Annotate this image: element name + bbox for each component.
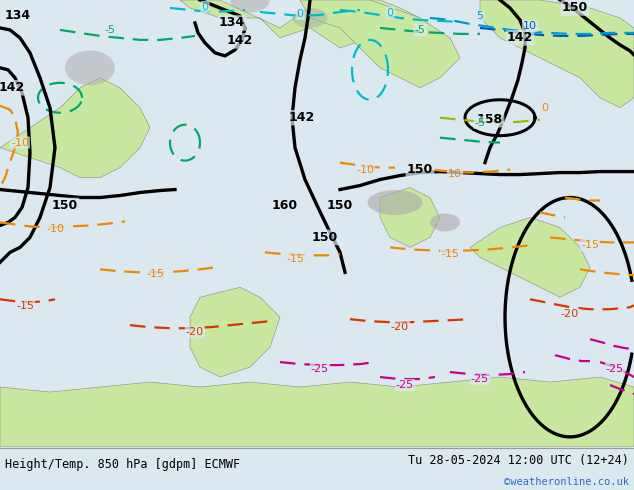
Text: 158: 158 (477, 113, 503, 126)
Text: ©weatheronline.co.uk: ©weatheronline.co.uk (504, 477, 629, 487)
Text: -5: -5 (474, 118, 486, 128)
Text: -15: -15 (146, 270, 164, 279)
Text: 142: 142 (507, 31, 533, 45)
Text: 10: 10 (523, 21, 537, 31)
Polygon shape (480, 0, 634, 108)
Polygon shape (0, 78, 150, 177)
Text: -25: -25 (396, 380, 414, 390)
Text: -20: -20 (561, 309, 579, 319)
Text: -15: -15 (16, 301, 34, 311)
Text: 134: 134 (5, 9, 31, 23)
Text: 160: 160 (272, 199, 298, 212)
Text: 142: 142 (227, 34, 253, 48)
Polygon shape (0, 377, 634, 447)
Text: -10: -10 (11, 138, 29, 147)
Ellipse shape (65, 50, 115, 85)
Text: 150: 150 (327, 199, 353, 212)
Text: -15: -15 (441, 249, 459, 259)
Text: 10: 10 (448, 169, 462, 178)
Text: 0: 0 (297, 9, 304, 19)
Text: -5: -5 (105, 25, 115, 35)
Text: -25: -25 (606, 364, 624, 374)
Text: 5: 5 (477, 11, 484, 21)
Text: -20: -20 (391, 322, 409, 332)
Text: 0: 0 (387, 8, 394, 18)
Text: 134: 134 (219, 17, 245, 29)
Text: 0: 0 (541, 103, 548, 113)
Text: -25: -25 (471, 374, 489, 384)
Polygon shape (180, 0, 380, 48)
Text: 142: 142 (289, 111, 315, 124)
Ellipse shape (292, 8, 328, 28)
Text: 150: 150 (52, 199, 78, 212)
Text: -20: -20 (186, 327, 204, 337)
Text: -10: -10 (356, 165, 374, 174)
Text: -25: -25 (311, 364, 329, 374)
Text: 150: 150 (562, 1, 588, 15)
Polygon shape (190, 287, 280, 377)
Text: 142: 142 (0, 81, 25, 94)
Text: Height/Temp. 850 hPa [gdpm] ECMWF: Height/Temp. 850 hPa [gdpm] ECMWF (5, 458, 240, 470)
Text: 150: 150 (407, 163, 433, 176)
Text: 150: 150 (312, 231, 338, 244)
Polygon shape (380, 188, 440, 247)
Ellipse shape (230, 0, 270, 12)
Text: -15: -15 (581, 241, 599, 250)
Text: 0: 0 (202, 2, 209, 12)
Ellipse shape (430, 214, 460, 231)
Polygon shape (340, 0, 430, 68)
Polygon shape (470, 218, 590, 297)
Text: -5: -5 (415, 25, 425, 35)
Text: Tu 28-05-2024 12:00 UTC (12+24): Tu 28-05-2024 12:00 UTC (12+24) (408, 454, 629, 467)
Text: -10: -10 (46, 224, 64, 234)
Text: -15: -15 (286, 254, 304, 264)
Polygon shape (300, 0, 460, 88)
Ellipse shape (368, 190, 422, 215)
